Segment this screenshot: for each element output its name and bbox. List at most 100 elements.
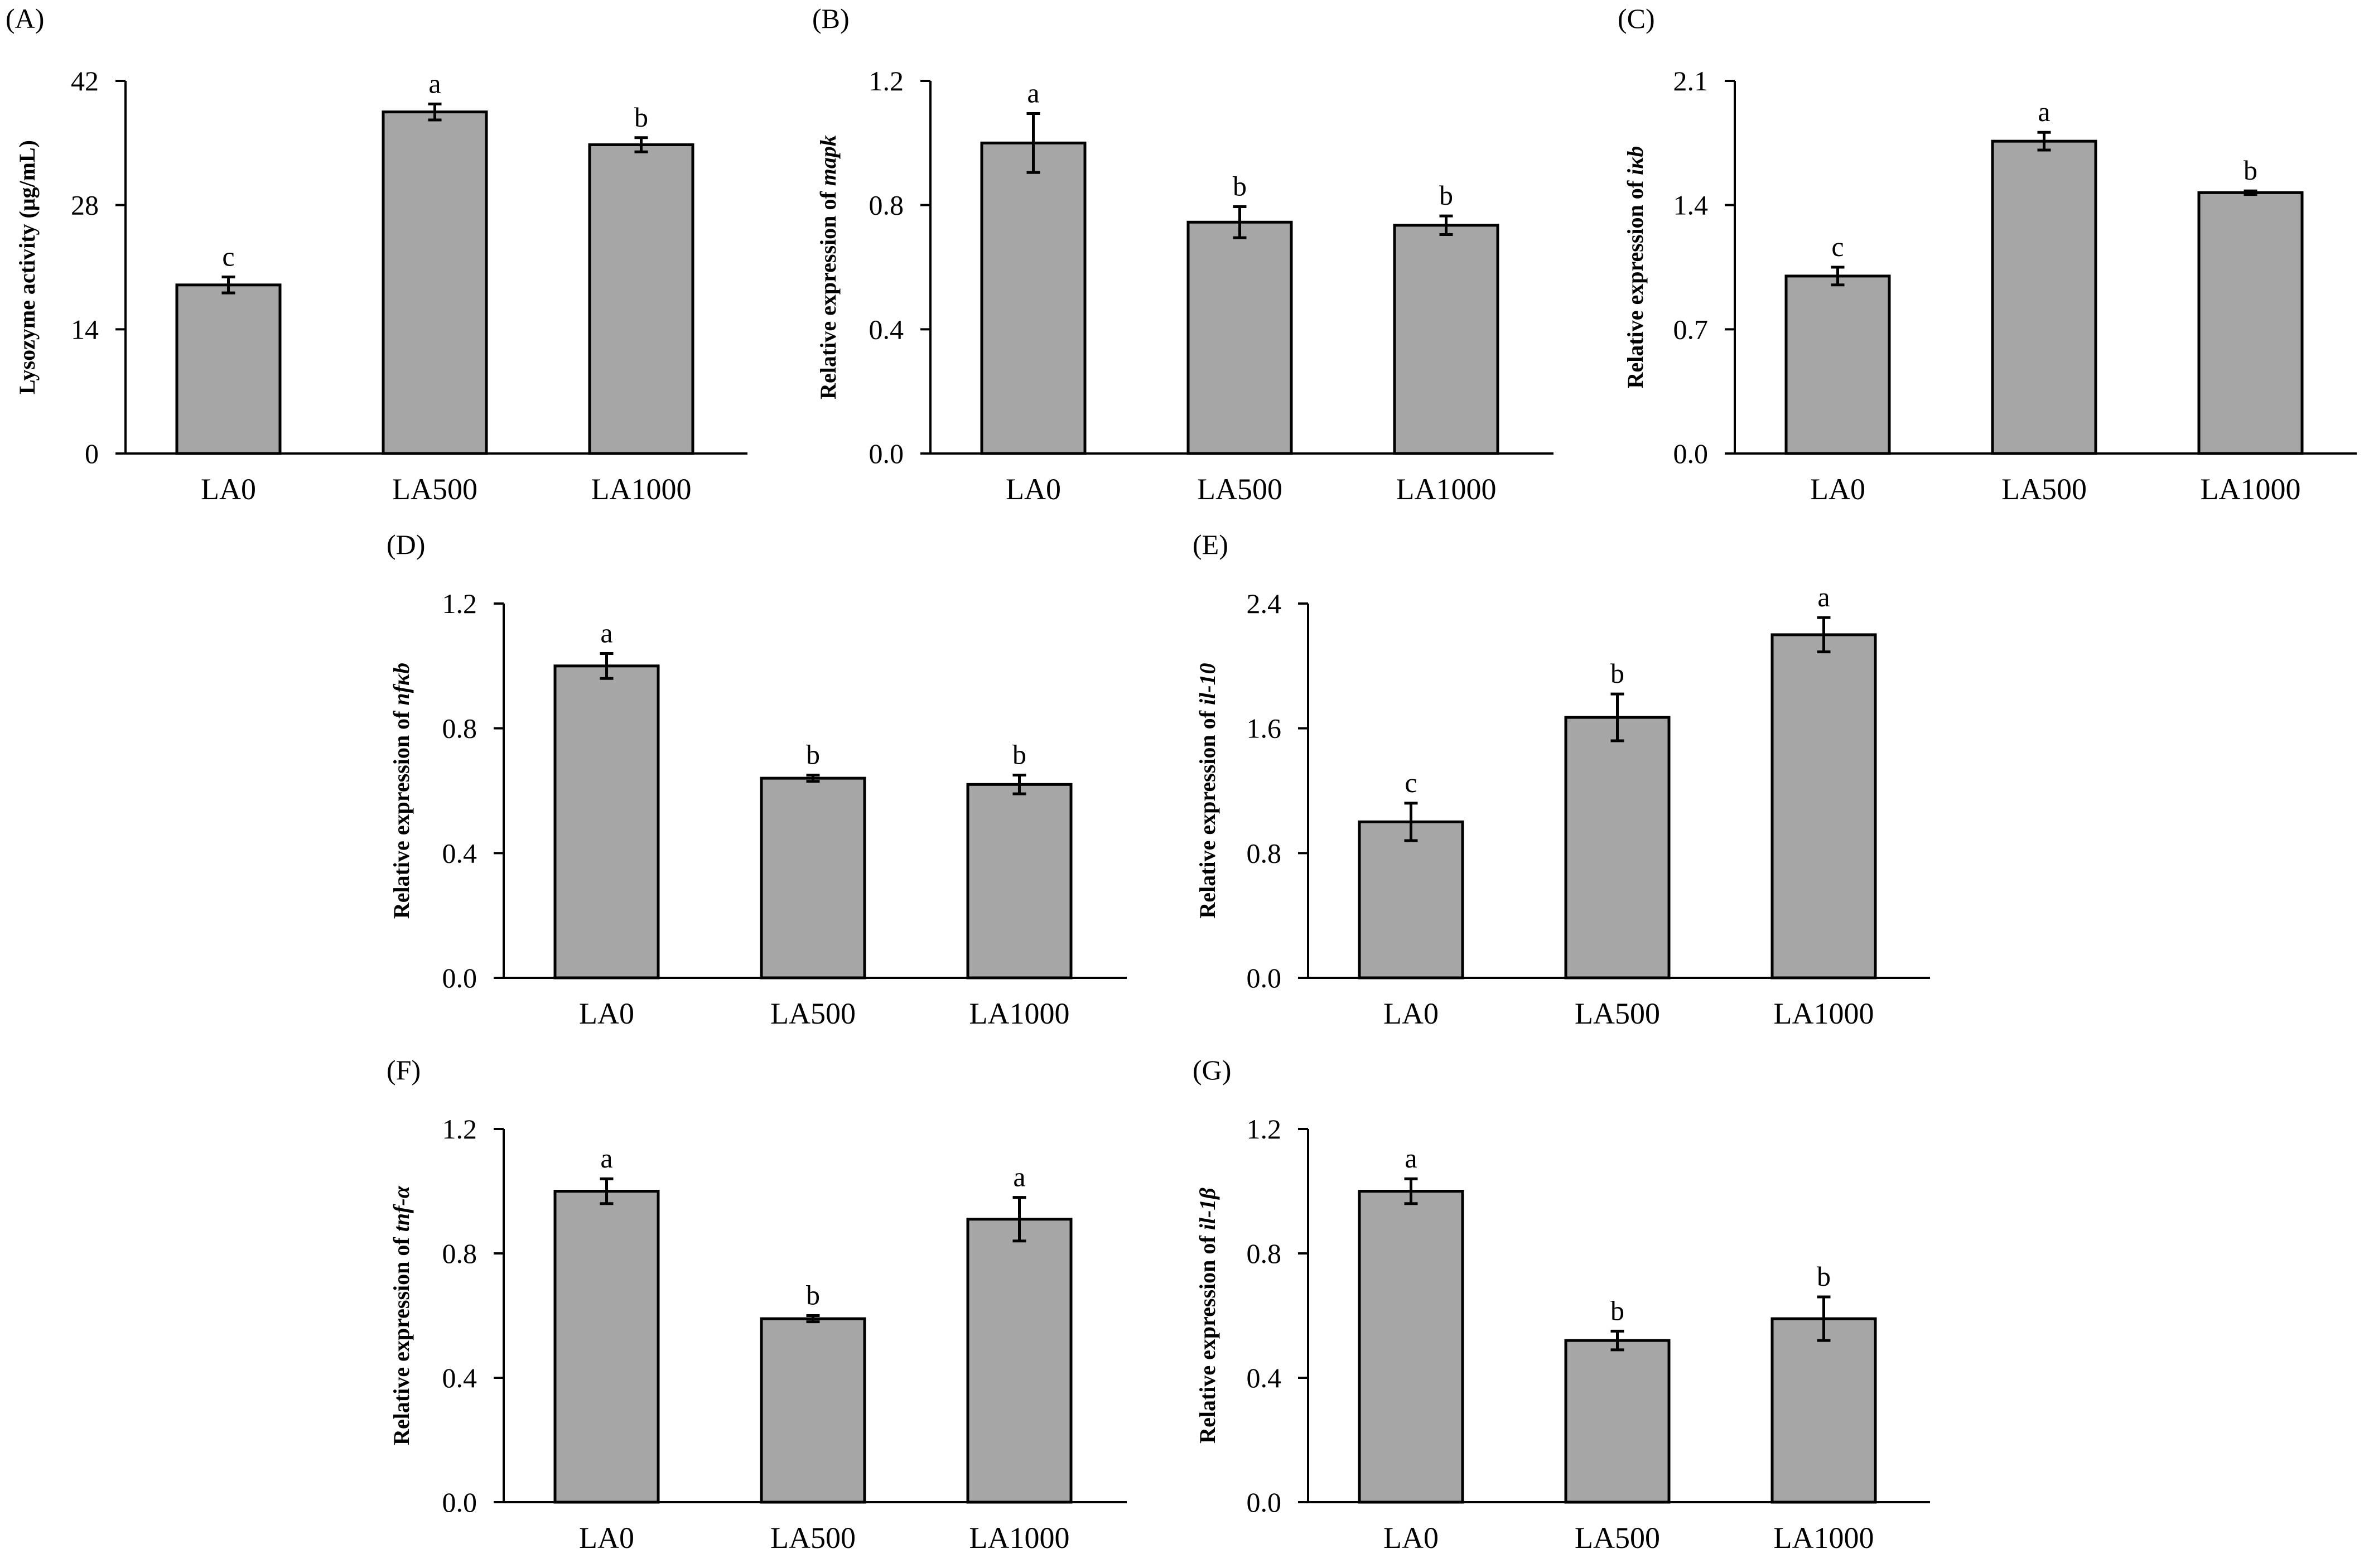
y-axis-label-text: Relative expression of — [1195, 1230, 1220, 1444]
x-tick-label: LA0 — [1810, 472, 1865, 506]
bar — [966, 783, 1073, 980]
significance-letter: c — [1831, 231, 1844, 262]
y-axis-label-text: Relative expression of — [389, 1232, 414, 1445]
y-tick-label: 0.4 — [1247, 1362, 1282, 1393]
y-tick-label: 42 — [71, 65, 99, 97]
x-tick-label: LA0 — [579, 1521, 634, 1555]
panel-label: (C) — [1618, 3, 1655, 34]
panel-label: (E) — [1193, 529, 1228, 560]
y-axis-label: Relative expression of iκb — [1623, 146, 1648, 389]
y-tick-label: 0.4 — [442, 1362, 477, 1393]
y-axis-label-gene: nfκb — [389, 663, 414, 706]
bar — [966, 1218, 1073, 1504]
significance-letter: a — [600, 617, 612, 648]
y-tick-label: 0 — [85, 438, 99, 469]
y-axis-label-gene: mapk — [816, 135, 841, 186]
y-tick-label: 2.4 — [1247, 588, 1282, 619]
chart-panel-f: (F) 0.0 0.4 0.8 1.2 Relative expression of tn… — [387, 1054, 1127, 1555]
x-tick-label: LA500 — [770, 997, 856, 1030]
y-axis-label-text: Relative expression of — [1195, 705, 1220, 919]
panel-label: (F) — [387, 1054, 421, 1085]
x-tick-label: LA1000 — [1774, 997, 1874, 1030]
y-tick-label: 0.0 — [869, 438, 904, 469]
bar — [588, 143, 694, 455]
y-axis-label: Relative expression of il-10 — [1195, 663, 1220, 918]
y-tick-label: 0.4 — [442, 837, 477, 869]
y-axis-label: Relative expression of il-1β — [1195, 1188, 1220, 1444]
bar — [980, 141, 1087, 455]
significance-letter: b — [2244, 155, 2257, 186]
y-tick-label: 28 — [71, 190, 99, 221]
bar — [1358, 1190, 1464, 1504]
significance-letter: a — [600, 1142, 612, 1174]
bar — [175, 283, 282, 455]
significance-letter: b — [634, 102, 648, 133]
x-tick-label: LA500 — [2001, 472, 2087, 506]
x-tick-label: LA1000 — [1396, 472, 1497, 506]
bar — [1393, 224, 1499, 455]
panel-label: (D) — [387, 529, 425, 560]
x-tick-label: LA0 — [1006, 472, 1061, 506]
y-axis-label-text: Lysozyme activity (μg/mL) — [15, 140, 40, 394]
chart-panel-d: (D) 0.0 0.4 0.8 1.2 Relative expression of nf… — [387, 529, 1127, 1030]
y-tick-label: 1.2 — [1247, 1113, 1282, 1145]
y-tick-label: 0.7 — [1673, 313, 1709, 345]
panel-label: (G) — [1193, 1054, 1231, 1085]
y-axis-label: Relative expression of mapk — [816, 135, 841, 399]
bar — [1186, 220, 1293, 455]
x-tick-label: LA1000 — [1774, 1521, 1874, 1555]
bar — [760, 1317, 866, 1504]
significance-letter: a — [1013, 1161, 1025, 1193]
y-tick-label: 0.0 — [1247, 1487, 1282, 1518]
bar — [760, 776, 866, 980]
significance-letter: a — [1405, 1142, 1417, 1174]
significance-letter: b — [1817, 1261, 1831, 1292]
significance-letter: c — [222, 240, 234, 272]
y-tick-label: 0.8 — [442, 1238, 477, 1269]
bar — [553, 1190, 660, 1504]
y-tick-label: 0.4 — [869, 313, 904, 345]
y-tick-label: 0.0 — [1673, 438, 1709, 469]
significance-letter: a — [2038, 96, 2050, 127]
y-tick-label: 1.2 — [869, 65, 904, 97]
bar — [1770, 1317, 1877, 1504]
significance-letter: b — [1439, 180, 1453, 211]
chart-panel-a: (A) 0 14 28 42 Lysozyme activity (μg/mL) c LA0 a… — [6, 3, 747, 506]
y-axis-label-text: Relative expression of — [816, 186, 841, 399]
y-axis-label-gene: il-1β — [1195, 1188, 1220, 1231]
significance-letter: b — [806, 1280, 820, 1311]
y-tick-label: 0.8 — [442, 713, 477, 744]
y-axis-label: Lysozyme activity (μg/mL) — [15, 140, 40, 394]
significance-letter: b — [1610, 658, 1624, 689]
y-tick-label: 1.6 — [1247, 713, 1282, 744]
chart-panel-c: (C) 0.0 0.7 1.4 2.1 Relative expression of iκ… — [1618, 3, 2357, 506]
y-tick-label: 1.4 — [1673, 190, 1709, 221]
bar — [1358, 820, 1464, 980]
x-tick-label: LA500 — [1197, 472, 1282, 506]
y-axis-label-gene: iκb — [1623, 146, 1648, 175]
bar — [1770, 633, 1877, 980]
significance-letter: a — [1817, 581, 1830, 612]
significance-letter: b — [1610, 1295, 1624, 1326]
bar — [2197, 191, 2304, 455]
x-tick-label: LA500 — [392, 472, 477, 506]
bar — [553, 664, 660, 980]
y-tick-label: 0.8 — [869, 190, 904, 221]
y-tick-label: 1.2 — [442, 1113, 477, 1145]
y-tick-label: 0.0 — [1247, 962, 1282, 993]
x-tick-label: LA0 — [1383, 1521, 1439, 1555]
y-tick-label: 0.8 — [1247, 837, 1282, 869]
significance-letter: c — [1405, 767, 1417, 798]
y-tick-label: 0.0 — [442, 962, 477, 993]
chart-panel-g: (G) 0.0 0.4 0.8 1.2 Relative expression of il… — [1193, 1054, 1930, 1555]
significance-letter: b — [1233, 170, 1247, 201]
y-axis-label-text: Relative expression of — [1623, 175, 1648, 389]
x-tick-label: LA0 — [201, 472, 256, 506]
x-tick-label: LA0 — [579, 997, 634, 1030]
x-tick-label: LA1000 — [969, 997, 1070, 1030]
bar — [1991, 139, 2097, 455]
y-tick-label: 1.2 — [442, 588, 477, 619]
bar — [1564, 716, 1671, 980]
significance-letter: a — [428, 67, 441, 99]
